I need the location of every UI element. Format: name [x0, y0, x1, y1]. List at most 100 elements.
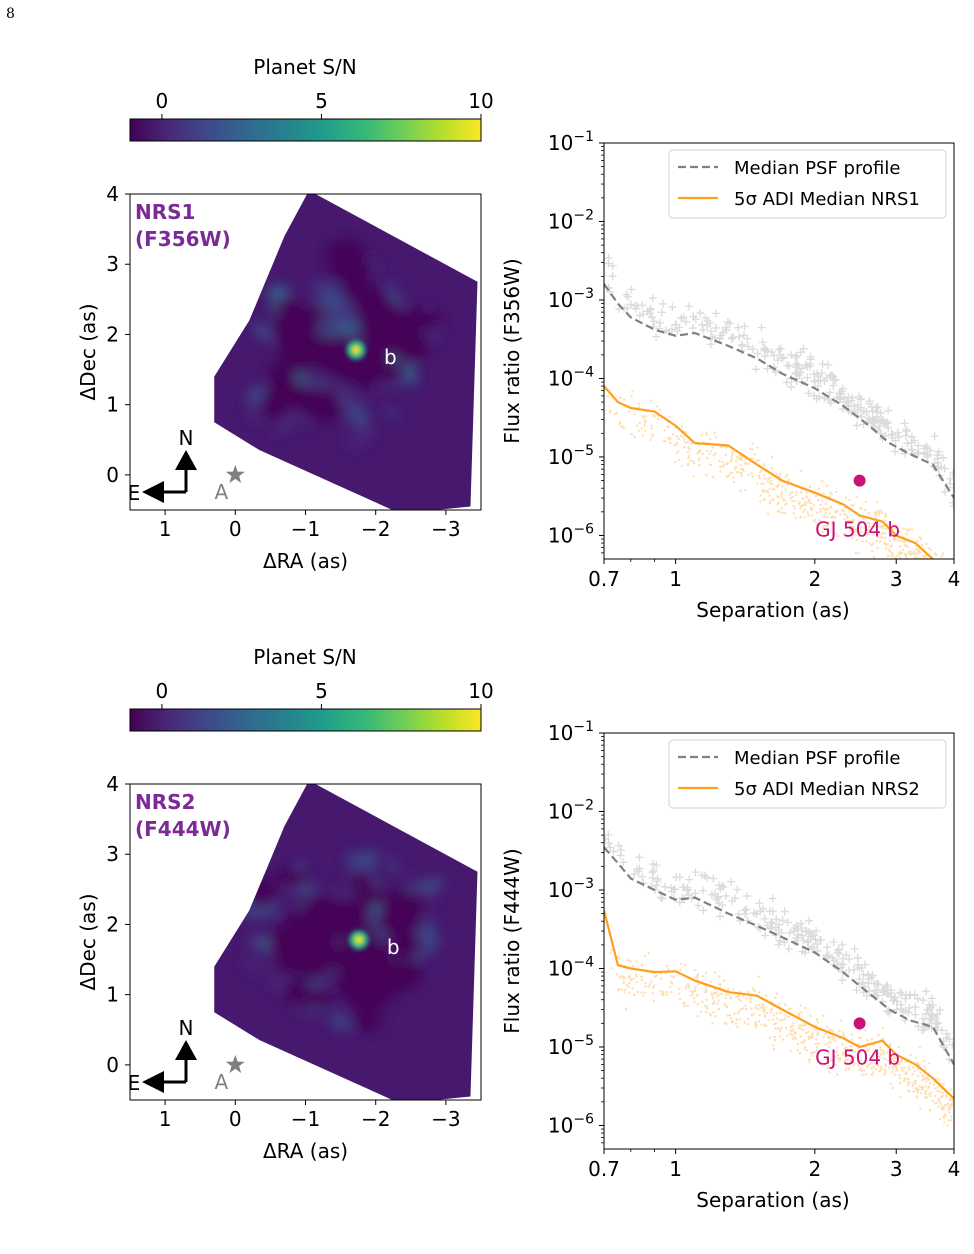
adi-point [642, 994, 645, 997]
adi-point [910, 552, 913, 555]
y-tick-label: 10−4 [548, 954, 594, 980]
adi-point [627, 976, 630, 979]
adi-point [722, 463, 726, 466]
adi-point [778, 1019, 782, 1022]
psf-point [920, 444, 929, 453]
adi-point [716, 995, 719, 998]
adi-point [946, 563, 948, 565]
adi-point [889, 550, 892, 553]
adi-point [725, 446, 728, 449]
adi-point [930, 1091, 933, 1094]
adi-point [809, 502, 813, 505]
adi-point [906, 545, 909, 549]
adi-point [870, 543, 873, 547]
adi-point [687, 462, 690, 466]
adi-point [805, 491, 808, 494]
adi-point [883, 541, 886, 545]
psf-point [867, 973, 876, 982]
adi-point [742, 469, 745, 473]
adi-point [638, 402, 641, 406]
colorbar-tick-label: 0 [156, 89, 169, 113]
adi-point [712, 1011, 715, 1014]
adi-point [916, 1091, 919, 1094]
adi-point [845, 516, 849, 520]
adi-point [867, 533, 870, 536]
adi-point [942, 577, 944, 579]
adi-point [913, 566, 915, 568]
psf-point [913, 994, 922, 1003]
psf-point [671, 885, 680, 894]
adi-point [909, 550, 912, 553]
adi-point [739, 489, 742, 493]
adi-point [784, 503, 787, 507]
adi-point [930, 588, 932, 590]
adi-point [617, 422, 621, 426]
adi-point [872, 1065, 876, 1068]
adi-point [918, 565, 920, 567]
adi-point [763, 1011, 766, 1014]
adi-point [897, 539, 900, 542]
adi-point [644, 420, 647, 423]
adi-point [672, 443, 676, 447]
adi-point [824, 1043, 827, 1046]
adi-point [889, 1062, 892, 1065]
adi-point [640, 979, 643, 982]
adi-point [899, 1060, 902, 1064]
adi-point [914, 1087, 918, 1090]
adi-point [768, 494, 771, 497]
adi-point [705, 990, 708, 993]
adi-point [859, 1036, 862, 1039]
adi-point [840, 508, 844, 511]
adi-point [867, 526, 871, 529]
adi-point [938, 563, 940, 565]
adi-point [620, 424, 624, 428]
adi-point [777, 483, 780, 487]
adi-point [804, 503, 807, 507]
adi-point [657, 417, 660, 421]
psf-point [700, 871, 709, 880]
adi-point [897, 1063, 901, 1066]
adi-point [825, 523, 829, 526]
adi-point [696, 452, 699, 455]
adi-point [882, 1056, 885, 1060]
adi-point [859, 1050, 862, 1053]
adi-point [644, 414, 648, 418]
psf-point [814, 372, 823, 381]
adi-point [921, 1074, 924, 1078]
psf-point [836, 389, 845, 398]
adi-point [905, 1072, 908, 1075]
adi-point [642, 416, 646, 419]
adi-point [628, 981, 631, 985]
adi-point [770, 1011, 773, 1014]
psf-point [911, 1010, 920, 1019]
snr-map-texture [240, 850, 446, 1032]
adi-point [709, 1014, 713, 1017]
adi-point [730, 456, 733, 459]
adi-point [756, 459, 759, 463]
adi-point [943, 577, 945, 579]
adi-point [696, 1002, 700, 1006]
psf-point [792, 370, 801, 379]
adi-point [809, 1051, 813, 1055]
psf-point [914, 441, 923, 450]
x-tick-label: −2 [361, 517, 390, 541]
adi-point [815, 1045, 819, 1049]
adi-point [949, 1098, 952, 1102]
adi-point [681, 464, 684, 467]
adi-point [822, 524, 826, 528]
adi-point [836, 1073, 839, 1076]
psf-point [703, 316, 712, 325]
adi-point [918, 548, 921, 551]
adi-point [812, 1051, 816, 1054]
adi-point [814, 1042, 818, 1046]
psf-point [645, 306, 654, 315]
adi-point [730, 1019, 734, 1023]
adi-point [904, 555, 908, 558]
psf-point [883, 417, 892, 426]
adi-point [754, 1022, 757, 1026]
adi-point [683, 445, 686, 448]
adi-point [941, 1105, 944, 1108]
adi-point [949, 591, 951, 593]
psf-point [931, 1013, 940, 1022]
adi-point [650, 980, 653, 983]
